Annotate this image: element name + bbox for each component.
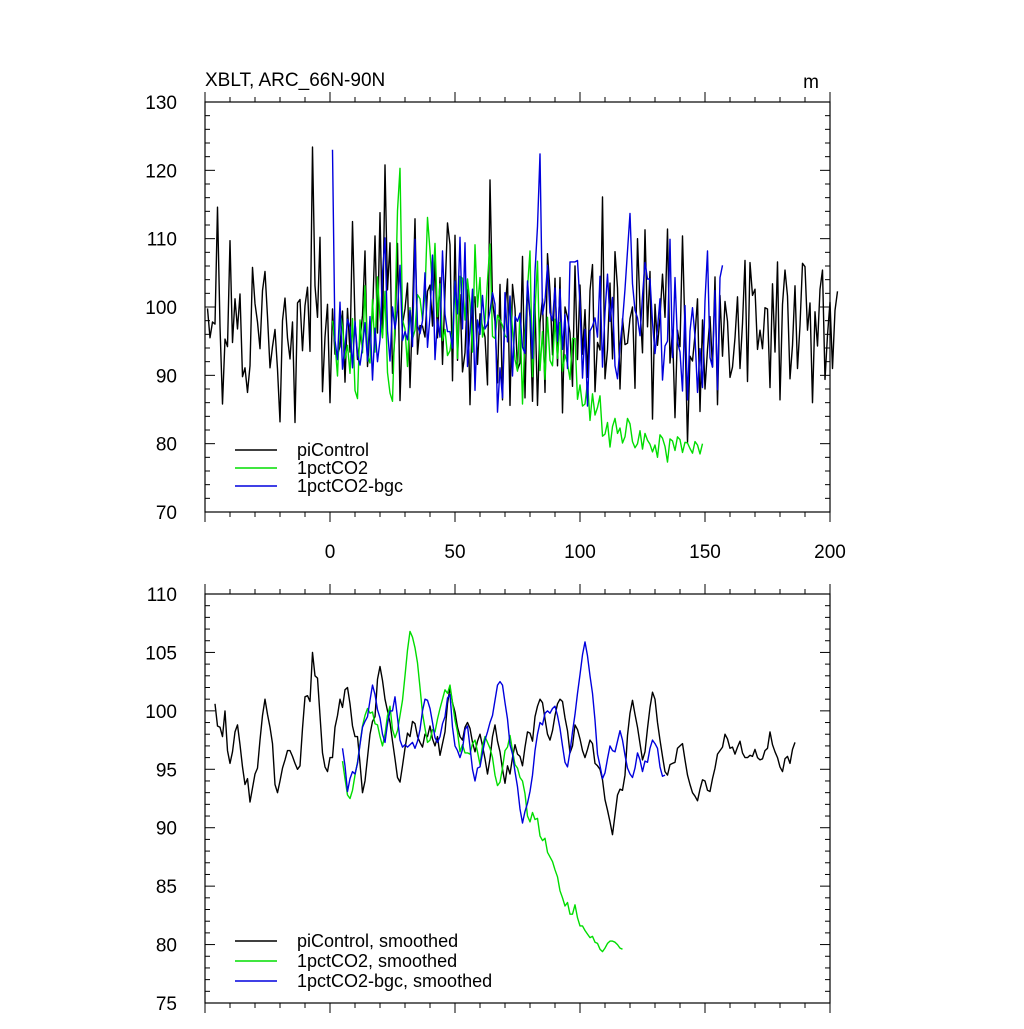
chart-0-series-line-0	[206, 146, 839, 443]
chart-1-series-line-1	[341, 630, 623, 953]
chart-1-series-line-2	[341, 641, 666, 824]
chart-1-y-tick-label: 95	[156, 760, 177, 781]
chart-0-y-tick-label: 100	[145, 298, 177, 319]
chart-0-x-tick-label: 0	[325, 542, 336, 563]
chart-0-x-tick-label: 200	[814, 542, 846, 563]
chart-1-series-line-0	[214, 651, 796, 836]
units-label: m	[803, 72, 819, 93]
chart-1-y-tick-label: 100	[145, 702, 177, 723]
chart-1-legend-label: piControl, smoothed	[297, 931, 458, 951]
chart-1-y-tick-label: 85	[156, 877, 177, 898]
chart-0-y-tick-label: 130	[145, 93, 177, 114]
chart-0-x-tick-label: 100	[564, 542, 596, 563]
chart-0-y-tick-label: 80	[156, 435, 177, 456]
chart-0-legend-label: piControl	[297, 440, 369, 460]
chart-1-plot-frame	[204, 593, 831, 1004]
chart-0-legend-label: 1pctCO2	[297, 458, 368, 478]
chart-0-series-line-1	[331, 167, 704, 463]
chart-0-y-tick-label: 110	[147, 230, 177, 251]
chart-0-y-tick-label: 70	[156, 503, 177, 524]
chart-1-legend-label: 1pctCO2, smoothed	[297, 951, 457, 971]
chart-1-y-tick-label: 80	[156, 936, 177, 957]
chart-title: XBLT, ARC_66N-90N	[205, 70, 385, 91]
chart-0-legend-label: 1pctCO2-bgc	[297, 476, 403, 496]
chart-0-x-tick-label: 50	[444, 542, 465, 563]
chart-0-x-tick-label: 150	[689, 542, 721, 563]
chart-1-legend-label: 1pctCO2-bgc, smoothed	[297, 971, 492, 991]
chart-0-series-line-2	[331, 149, 724, 413]
chart-1-y-tick-label: 105	[145, 643, 177, 664]
chart-0-y-tick-label: 120	[145, 161, 177, 182]
chart-1-y-tick-label: 90	[156, 819, 177, 840]
chart-0-y-tick-label: 90	[156, 366, 177, 387]
chart-1-y-tick-label: 110	[147, 585, 177, 606]
chart-1-y-tick-label: 75	[156, 994, 177, 1015]
